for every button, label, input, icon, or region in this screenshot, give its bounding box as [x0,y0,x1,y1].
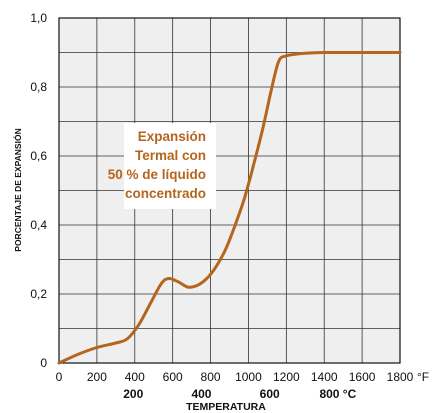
expansion-curve [57,50,402,365]
y-tick-labels: 0 0,2 0,4 0,6 0,8 1,0 [30,11,47,370]
x-tick-label-f: 1600 [349,370,376,384]
x-tick-label-c: 600 [260,387,280,401]
annotation-line: Expansión [138,129,206,144]
x-tick-label-f: 1800 [387,370,414,384]
x-tick-labels-celsius: 200 400 600 800 °C [123,387,356,401]
x-tick-label-c: 400 [191,387,211,401]
y-axis-label: PORCENTAJE DE EXPANSIÓN [12,128,23,251]
annotation-line: Termal con [135,148,206,163]
plot-frame [58,17,401,364]
x-axis-label: TEMPERATURA [186,401,266,413]
x-tick-label-f: 1400 [311,370,338,384]
y-tick-label: 1,0 [30,11,47,25]
annotation-group: Expansión Termal con 50 % de líquido concen… [108,123,216,209]
y-tick-label: 0,2 [30,287,47,301]
x-tick-label-f: 600 [163,370,183,384]
x-tick-label-f: 0 [56,370,63,384]
annotation-background [124,123,216,209]
x-tick-label-f: 1000 [235,370,262,384]
grid-lines [59,18,400,363]
y-tick-label: 0 [40,356,47,370]
annotation-line: concentrado [125,186,206,201]
x-tick-label-c: 200 [123,387,143,401]
y-tick-label: 0,6 [30,149,47,163]
annotation-line: 50 % de líquido [108,167,206,182]
x-tick-label-f: 1200 [273,370,300,384]
x-tick-label-c: 800 °C [319,387,356,401]
y-tick-label: 0,8 [30,80,47,94]
x-tick-label-f: 800 [201,370,221,384]
x-unit-label-f: °F [417,370,429,384]
x-tick-label-f: 400 [125,370,145,384]
x-tick-labels-fahrenheit: 0 200 400 600 800 1000 1200 1400 1600 1800 °F [56,370,429,384]
x-tick-label-f: 200 [87,370,107,384]
y-tick-label: 0,4 [30,218,47,232]
